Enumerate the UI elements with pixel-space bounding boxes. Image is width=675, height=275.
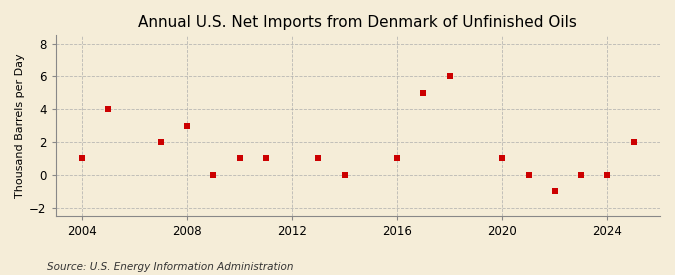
Point — [418, 90, 429, 95]
Point — [340, 173, 350, 177]
Point — [576, 173, 587, 177]
Point — [103, 107, 113, 111]
Point — [234, 156, 245, 161]
Point — [549, 189, 560, 194]
Point — [497, 156, 508, 161]
Y-axis label: Thousand Barrels per Day: Thousand Barrels per Day — [15, 53, 25, 198]
Point — [76, 156, 87, 161]
Point — [392, 156, 402, 161]
Point — [523, 173, 534, 177]
Point — [155, 140, 166, 144]
Point — [628, 140, 639, 144]
Point — [261, 156, 271, 161]
Point — [602, 173, 613, 177]
Point — [182, 123, 192, 128]
Title: Annual U.S. Net Imports from Denmark of Unfinished Oils: Annual U.S. Net Imports from Denmark of … — [138, 15, 577, 30]
Point — [313, 156, 324, 161]
Text: Source: U.S. Energy Information Administration: Source: U.S. Energy Information Administ… — [47, 262, 294, 272]
Point — [208, 173, 219, 177]
Point — [444, 74, 455, 79]
